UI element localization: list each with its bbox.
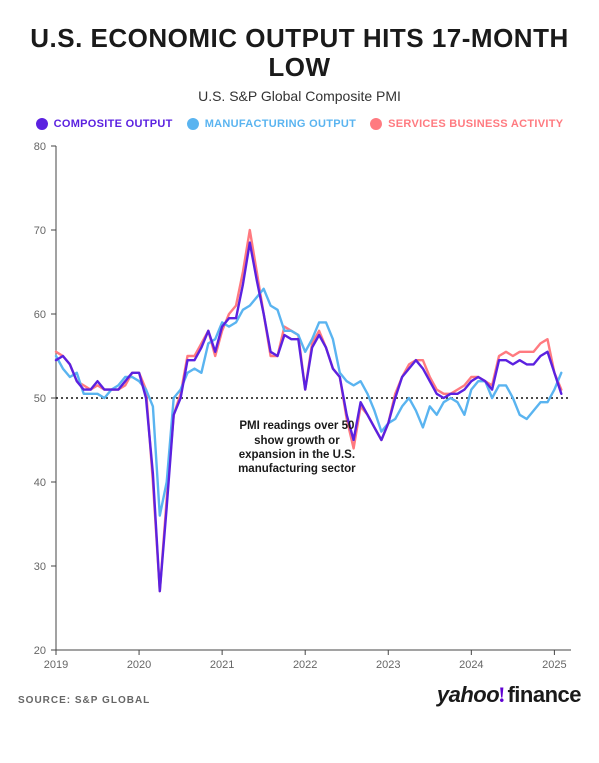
svg-text:60: 60 [34,309,46,321]
svg-text:2024: 2024 [459,659,483,671]
svg-text:2022: 2022 [293,659,317,671]
svg-text:2023: 2023 [376,659,400,671]
legend-label: COMPOSITE OUTPUT [54,118,173,130]
legend-swatch-icon [370,118,382,130]
svg-text:2021: 2021 [210,659,234,671]
chart-area: 20 30 40 50 60 70 80 2019 2020 2021 2022 2023 2024 20… [18,138,581,678]
brand-bang-icon: ! [498,684,505,706]
svg-text:30: 30 [34,561,46,573]
legend: COMPOSITE OUTPUT MANUFACTURING OUTPUT SE… [18,118,581,130]
threshold-annotation: PMI readings over 50 show growth or expa… [227,419,367,477]
footer: SOURCE: S&P GLOBAL yahoo!finance [18,684,581,706]
legend-label: MANUFACTURING OUTPUT [205,118,356,130]
svg-text:70: 70 [34,225,46,237]
svg-text:40: 40 [34,477,46,489]
legend-item-services: SERVICES BUSINESS ACTIVITY [370,118,563,130]
brand-yahoo: yahoo [437,684,499,706]
legend-swatch-icon [36,118,48,130]
svg-text:2019: 2019 [44,659,68,671]
brand-finance: finance [507,684,581,706]
chart-subtitle: U.S. S&P Global Composite PMI [18,88,581,104]
legend-item-composite: COMPOSITE OUTPUT [36,118,173,130]
brand-logo: yahoo!finance [437,684,581,706]
chart-card: { "title": "U.S. ECONOMIC OUTPUT HITS 17… [0,0,599,763]
svg-text:2020: 2020 [127,659,151,671]
line-chart-svg: 20 30 40 50 60 70 80 2019 2020 2021 2022 2023 2024 20… [18,138,581,678]
svg-text:2025: 2025 [542,659,566,671]
legend-label: SERVICES BUSINESS ACTIVITY [388,118,563,130]
svg-text:50: 50 [34,393,46,405]
chart-title: U.S. ECONOMIC OUTPUT HITS 17-MONTH LOW [18,24,581,82]
source-label: SOURCE: S&P GLOBAL [18,695,150,706]
legend-swatch-icon [187,118,199,130]
legend-item-manufacturing: MANUFACTURING OUTPUT [187,118,356,130]
svg-text:20: 20 [34,645,46,657]
svg-text:80: 80 [34,141,46,153]
